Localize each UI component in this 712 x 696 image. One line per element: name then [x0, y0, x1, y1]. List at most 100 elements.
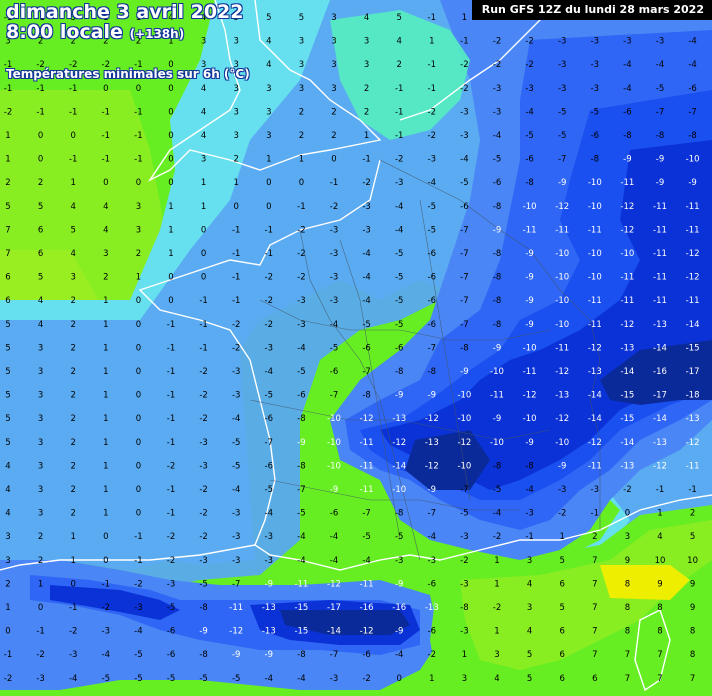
temperature-value: -16: [653, 367, 667, 377]
temperature-value: 0: [136, 178, 141, 188]
temperature-value: -1: [134, 60, 142, 70]
temperature-value: -3: [330, 674, 338, 684]
temperature-value: 4: [103, 225, 108, 235]
temperature-value: -2: [4, 674, 12, 684]
temperature-value: -1: [428, 84, 436, 94]
temperature-value: -1: [69, 84, 77, 94]
temperature-value: -1: [167, 438, 175, 448]
temperature-value: -4: [102, 650, 110, 660]
temperature-value: -9: [688, 178, 696, 188]
temperature-value: -5: [199, 674, 207, 684]
temperature-value: 7: [592, 556, 597, 566]
temperature-value: -6: [428, 320, 436, 330]
temperature-value: -6: [167, 627, 175, 637]
temperature-value: 0: [266, 202, 271, 212]
temperature-value: 5: [5, 438, 10, 448]
temperature-value: -4: [69, 674, 77, 684]
temperature-value: 2: [70, 485, 75, 495]
temperature-value: -9: [428, 485, 436, 495]
temperature-value: -12: [360, 414, 374, 424]
temperature-value: 1: [266, 155, 271, 165]
temperature-value: 0: [168, 296, 173, 306]
temperature-value: -5: [297, 509, 305, 519]
temperature-value: -1: [167, 320, 175, 330]
temperature-value: 0: [168, 178, 173, 188]
temperature-value: 3: [266, 84, 271, 94]
temperature-value: 3: [331, 60, 336, 70]
temperature-value: -12: [620, 320, 634, 330]
temperature-value: 5: [527, 674, 532, 684]
temperature-value: -1: [36, 84, 44, 94]
temperature-value: -5: [395, 249, 403, 259]
temperature-value: 7: [592, 603, 597, 613]
temperature-value: -10: [327, 461, 341, 471]
temperature-value: -15: [620, 391, 634, 401]
temperature-value: -1: [102, 579, 110, 589]
temperature-value: 2: [70, 509, 75, 519]
temperature-value: -5: [199, 579, 207, 589]
temperature-value: 0: [38, 603, 43, 613]
forecast-date: dimanche 3 avril 2022: [6, 1, 244, 23]
temperature-value: 5: [38, 273, 43, 283]
temperature-value: -4: [297, 556, 305, 566]
temperature-value: 2: [331, 131, 336, 141]
temperature-value: -5: [102, 674, 110, 684]
temperature-value: -2: [69, 60, 77, 70]
temperature-value: -3: [591, 485, 599, 495]
temperature-value: -5: [525, 131, 533, 141]
temperature-value: -4: [232, 414, 240, 424]
temperature-value: 0: [625, 509, 630, 519]
temperature-value: -10: [523, 202, 537, 212]
temperature-value: -1: [395, 107, 403, 117]
temperature-value: -7: [656, 107, 664, 117]
temperature-value: -8: [493, 461, 501, 471]
temperature-value: -1: [134, 155, 142, 165]
temperature-value: -11: [555, 343, 569, 353]
temperature-value: -6: [330, 367, 338, 377]
temperature-value: -5: [395, 532, 403, 542]
temperature-value: -8: [493, 202, 501, 212]
temperature-value: -4: [330, 532, 338, 542]
border-6: [419, 199, 471, 501]
temperature-value: -2: [199, 391, 207, 401]
temperature-value: -5: [330, 343, 338, 353]
temperature-value: -10: [588, 249, 602, 259]
temperature-value: 3: [233, 131, 238, 141]
temperature-value: -2: [265, 320, 273, 330]
temperature-value: -11: [588, 225, 602, 235]
temperature-value: 1: [429, 674, 434, 684]
temperature-value: -1: [265, 249, 273, 259]
temperature-value: 2: [38, 556, 43, 566]
temperature-value: -15: [294, 627, 308, 637]
temperature-value: -10: [555, 320, 569, 330]
temperature-value: 8: [625, 627, 630, 637]
temperature-value: 6: [38, 249, 43, 259]
temperature-value: 5: [233, 13, 238, 23]
temperature-value: -11: [229, 603, 243, 613]
temperature-value: -7: [460, 249, 468, 259]
temperature-value: -9: [525, 438, 533, 448]
temperature-value: 2: [299, 107, 304, 117]
temperature-value: -3: [167, 579, 175, 589]
temperature-value: -5: [493, 155, 501, 165]
temperature-value: 3: [299, 60, 304, 70]
temperature-value: 0: [168, 155, 173, 165]
cold-zone-8: [405, 430, 490, 490]
temperature-value: -1: [4, 60, 12, 70]
temperature-value: -2: [493, 60, 501, 70]
temperature-value: 2: [364, 107, 369, 117]
temperature-value: -3: [460, 107, 468, 117]
temperature-value: 0: [70, 579, 75, 589]
temperature-value: -5: [656, 84, 664, 94]
temperature-value: 3: [5, 556, 10, 566]
temperature-value: 1: [429, 37, 434, 47]
temperature-value: 0: [136, 509, 141, 519]
temperature-value: -3: [297, 296, 305, 306]
temperature-value: -2: [167, 461, 175, 471]
temperature-value: 1: [168, 225, 173, 235]
forecast-time-value: 8:00 locale: [6, 21, 123, 43]
temperature-value: 7: [592, 579, 597, 589]
temperature-value: -4: [265, 674, 273, 684]
temperature-value: -7: [265, 438, 273, 448]
